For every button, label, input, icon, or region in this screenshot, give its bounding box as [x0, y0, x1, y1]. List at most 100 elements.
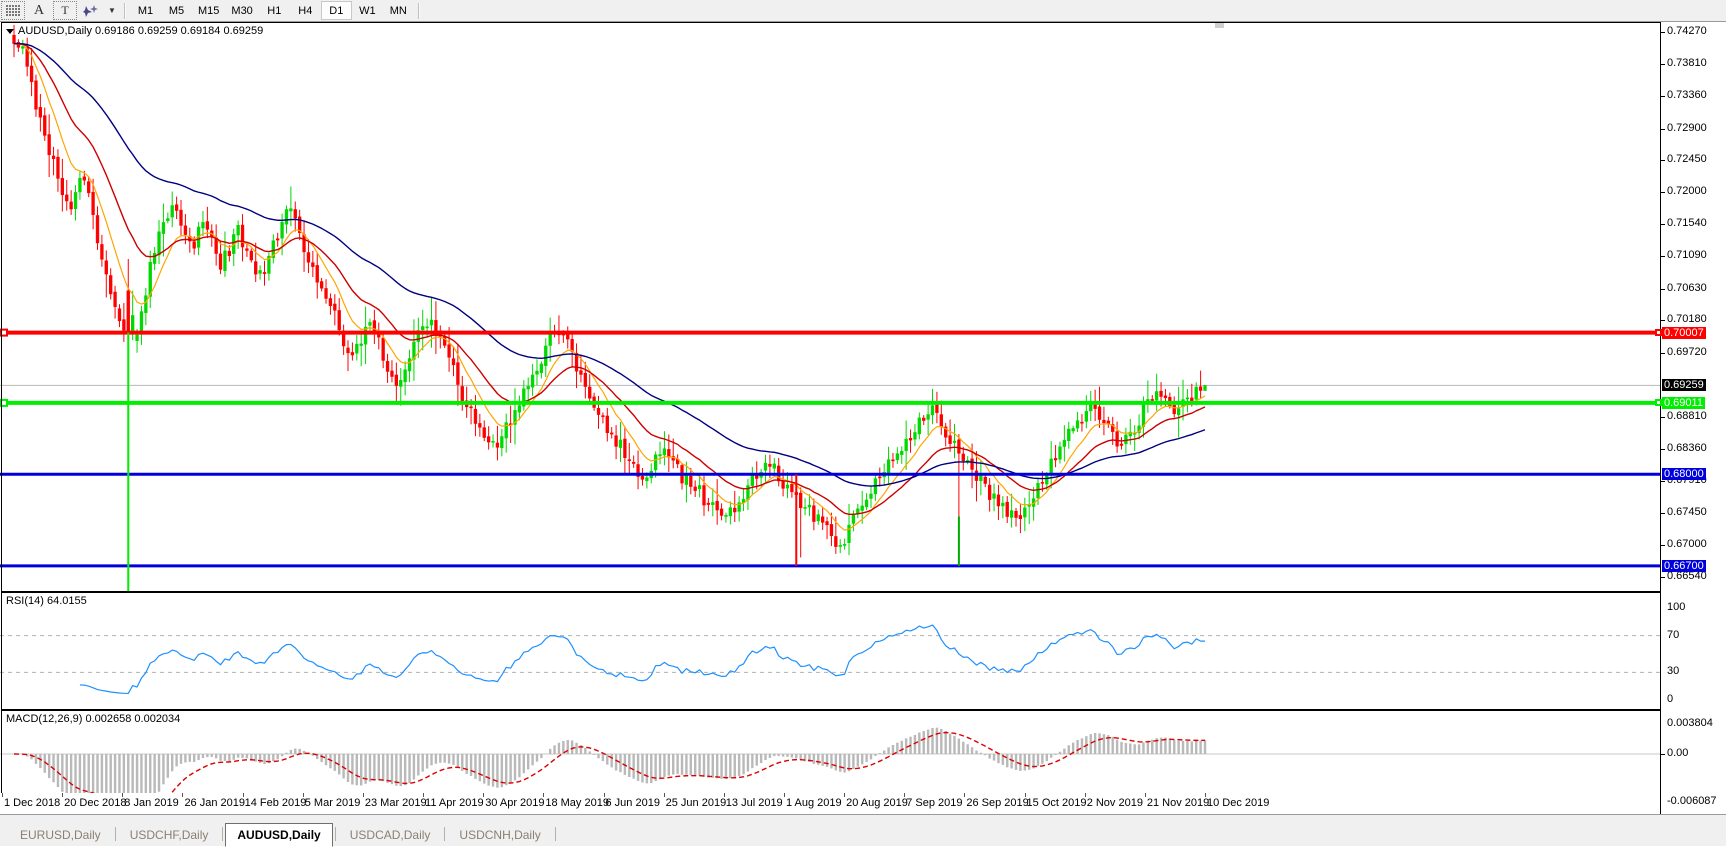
price-tick — [1661, 96, 1665, 98]
text-object-icon[interactable]: T — [53, 1, 77, 20]
time-tick — [1205, 793, 1206, 797]
time-tick-label: 20 Dec 2018 — [64, 797, 127, 809]
collapse-arrow-icon[interactable] — [6, 28, 14, 34]
time-tick-label: 1 Aug 2019 — [785, 797, 842, 809]
price-tick — [1661, 544, 1665, 546]
resistance-line-tag[interactable]: 0.70007 — [1662, 326, 1706, 339]
timeframe-m5[interactable]: M5 — [168, 4, 185, 17]
time-tick-label: 8 Jan 2019 — [124, 797, 179, 809]
time-tick — [964, 793, 966, 797]
price-tick — [1661, 160, 1665, 162]
rsi-tick-label: 100 — [1667, 601, 1686, 613]
chart-area[interactable]: AUDUSD,Daily 0.69186 0.69259 0.69184 0.6… — [0, 21, 1726, 815]
time-tick — [423, 793, 425, 797]
price-tick — [1661, 320, 1665, 322]
price-tick — [1661, 288, 1665, 290]
time-scale[interactable]: 1 Dec 2018 20 Dec 2018 8 Jan 2019 26 Jan 20… — [0, 793, 1660, 815]
time-tick-label: 20 Aug 2019 — [846, 797, 908, 809]
macd-tick-label: 0.00 — [1667, 746, 1689, 759]
level-68000-tag[interactable]: 0.68000 — [1662, 468, 1706, 481]
price-scale[interactable]: 0.74270 0.73810 0.73360 0.72900 0.72450 0.720… — [1655, 22, 1726, 815]
objects-icon[interactable] — [79, 1, 103, 20]
price-tick — [1661, 448, 1665, 450]
price-tick-label: 0.72900 — [1667, 121, 1707, 134]
price-panel[interactable]: AUDUSD,Daily 0.69186 0.69259 0.69184 0.6… — [0, 22, 1660, 592]
time-tick — [242, 793, 244, 797]
rsi-chart-svg[interactable] — [0, 592, 1660, 710]
price-tick — [1661, 417, 1665, 419]
tab-eurusd[interactable]: EURUSD,Daily — [20, 827, 101, 842]
price-tick — [1661, 224, 1665, 226]
price-tick-label: 0.69720 — [1667, 345, 1707, 358]
time-tick — [904, 793, 906, 797]
timeframe-m1[interactable]: M1 — [137, 4, 154, 17]
timeframe-h4[interactable]: H4 — [298, 4, 313, 17]
price-tick-label: 0.71090 — [1667, 249, 1707, 262]
chart-tabs[interactable]: EURUSD,Daily USDCHF,Daily AUDUSD,Daily USDC… — [0, 814, 1726, 847]
main-toolbar: A T ▼ M1 M5 M15 M30 H1 H4 D1 W1 MN — [0, 0, 1726, 22]
time-tick-label: 25 Jun 2019 — [665, 797, 727, 809]
price-tick — [1661, 31, 1665, 33]
time-tick — [122, 793, 124, 797]
rsi-panel[interactable]: RSI(14) 64.0155 — [0, 592, 1660, 710]
support-line-tag[interactable]: 0.69011 — [1662, 396, 1705, 409]
time-tick — [1024, 793, 1026, 797]
price-tick-label: 0.66540 — [1667, 570, 1707, 583]
timeframe-h1[interactable]: H1 — [267, 4, 282, 17]
price-tick — [1661, 256, 1665, 258]
tab-usdcnh[interactable]: USDCNH,Daily — [459, 827, 541, 842]
toolbar-separator — [124, 2, 126, 19]
timeframe-d1[interactable]: D1 — [320, 1, 352, 20]
macd-tick-label: 0.003804 — [1667, 717, 1713, 729]
text-label-icon[interactable]: A — [33, 2, 45, 18]
time-tick — [663, 793, 665, 797]
time-tick — [182, 793, 184, 797]
macd-panel-header: MACD(12,26,9) 0.002658 0.002034 — [6, 713, 180, 725]
last-price-tag[interactable]: 0.69259 — [1662, 379, 1706, 392]
time-tick — [1144, 793, 1146, 797]
time-tick-label: 26 Jan 2019 — [184, 797, 245, 809]
timeframe-w1[interactable]: W1 — [359, 4, 376, 17]
crosshair-icon[interactable] — [1, 1, 25, 20]
time-tick-label: 5 Mar 2019 — [304, 797, 361, 809]
tab-divider — [444, 827, 446, 841]
rsi-tick-label: 0 — [1667, 693, 1674, 705]
price-tick-label: 0.72450 — [1667, 153, 1707, 166]
tab-divider — [334, 827, 336, 841]
time-tick-label: 15 Oct 2019 — [1026, 797, 1087, 809]
time-tick — [483, 793, 485, 797]
candlestick-series — [12, 24, 1207, 565]
time-tick — [603, 793, 605, 797]
support-line-tag-handle[interactable] — [1655, 399, 1662, 407]
time-tick-label: 26 Sep 2019 — [966, 797, 1029, 809]
rsi-tick-label: 70 — [1667, 628, 1680, 641]
time-tick-label: 21 Nov 2019 — [1146, 797, 1210, 809]
timeframe-m30[interactable]: M30 — [231, 4, 253, 17]
price-panel-header: AUDUSD,Daily 0.69186 0.69259 0.69184 0.6… — [6, 25, 263, 37]
time-tick — [62, 793, 64, 797]
time-tick-label: 11 Apr 2019 — [425, 797, 484, 809]
timeframe-m15[interactable]: M15 — [198, 4, 220, 17]
level-66700-tag[interactable]: 0.66700 — [1662, 559, 1706, 572]
resistance-line-tag-handle[interactable] — [1655, 329, 1662, 337]
time-tick — [2, 793, 3, 797]
tab-divider — [222, 827, 224, 841]
dropdown-arrow-icon[interactable]: ▼ — [108, 6, 116, 15]
time-tick-label: 1 Dec 2018 — [4, 797, 61, 809]
chart-scroll-nub[interactable] — [1215, 23, 1224, 28]
time-tick — [783, 793, 785, 797]
tab-usdcad[interactable]: USDCAD,Daily — [349, 827, 431, 842]
tab-usdchf[interactable]: USDCHF,Daily — [129, 827, 209, 842]
price-tick-label: 0.71540 — [1667, 217, 1707, 230]
time-tick — [302, 793, 304, 797]
price-tick — [1661, 352, 1665, 354]
price-tick — [1661, 64, 1665, 66]
tab-audusd[interactable]: AUDUSD,Daily — [225, 823, 333, 847]
price-tick-label: 0.73810 — [1667, 57, 1707, 70]
price-tick — [1661, 480, 1665, 482]
time-tick — [723, 793, 725, 797]
price-chart-svg[interactable] — [0, 22, 1660, 592]
timeframe-mn[interactable]: MN — [389, 4, 407, 17]
price-tick-label: 0.74270 — [1667, 24, 1707, 37]
